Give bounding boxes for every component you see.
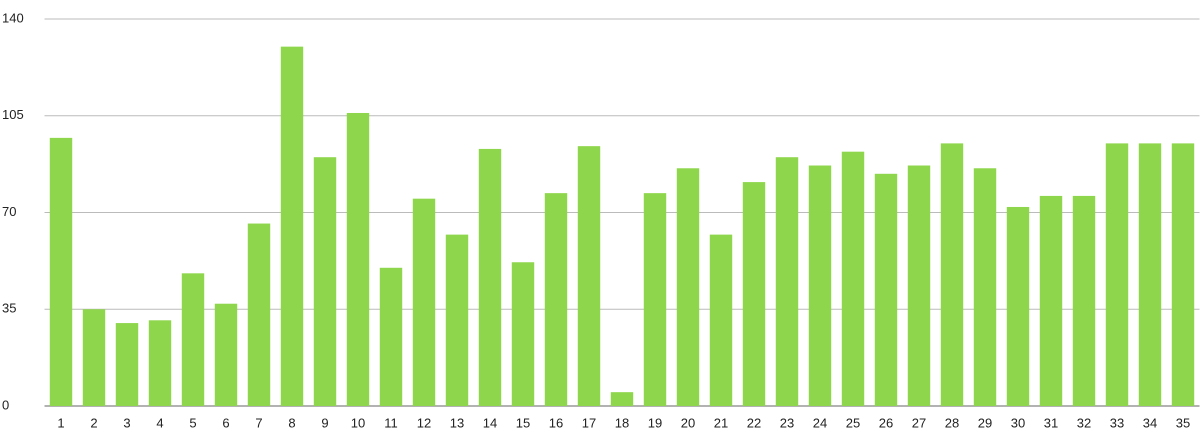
x-tick-label: 31 (1044, 415, 1058, 430)
x-tick-label: 15 (516, 415, 530, 430)
bar (676, 168, 700, 406)
x-tick-label: 30 (1011, 415, 1025, 430)
bar (643, 193, 667, 406)
y-tick-label: 70 (2, 204, 16, 219)
y-tick-label: 105 (2, 107, 24, 122)
x-tick-label: 21 (714, 415, 728, 430)
bar (478, 148, 502, 406)
x-tick-label: 29 (978, 415, 992, 430)
bar (841, 151, 865, 406)
x-tick-label: 35 (1176, 415, 1190, 430)
x-tick-label: 32 (1077, 415, 1091, 430)
bar (346, 112, 370, 406)
x-tick-label: 3 (123, 415, 130, 430)
bar (214, 303, 238, 406)
bar (181, 273, 205, 406)
bar (577, 146, 601, 406)
x-tick-label: 20 (681, 415, 695, 430)
y-tick-label: 35 (2, 301, 16, 316)
x-tick-label: 8 (288, 415, 295, 430)
x-tick-label: 12 (417, 415, 431, 430)
bar (1006, 206, 1030, 406)
bar (940, 143, 964, 406)
bar (775, 157, 799, 406)
x-tick-label: 18 (615, 415, 629, 430)
bar (1072, 195, 1096, 406)
x-tick-label: 5 (189, 415, 196, 430)
bar (610, 392, 634, 406)
bar (82, 309, 106, 406)
x-tick-label: 28 (945, 415, 959, 430)
x-tick-label: 22 (747, 415, 761, 430)
x-tick-label: 10 (351, 415, 365, 430)
bar (379, 267, 403, 406)
bar (313, 157, 337, 406)
x-tick-label: 19 (648, 415, 662, 430)
bar (874, 173, 898, 406)
bar (511, 262, 535, 406)
bar (1105, 143, 1129, 406)
bar (280, 46, 304, 407)
x-tick-label: 17 (582, 415, 596, 430)
x-tick-label: 23 (780, 415, 794, 430)
bar (445, 234, 469, 406)
x-tick-label: 1 (57, 415, 64, 430)
x-tick-label: 4 (156, 415, 163, 430)
bar (1171, 143, 1195, 406)
y-tick-label: 140 (2, 10, 24, 25)
bar (148, 320, 172, 406)
bar (247, 223, 271, 406)
bar (973, 168, 997, 406)
x-tick-label: 14 (483, 415, 497, 430)
x-tick-label: 7 (255, 415, 262, 430)
bar (412, 198, 436, 406)
bar (1138, 143, 1162, 406)
x-tick-label: 24 (813, 415, 827, 430)
bar (742, 182, 766, 406)
x-tick-label: 2 (90, 415, 97, 430)
bar (808, 165, 832, 406)
x-tick-label: 6 (222, 415, 229, 430)
bar (709, 234, 733, 406)
x-tick-label: 33 (1110, 415, 1124, 430)
x-tick-label: 26 (879, 415, 893, 430)
bar (1039, 195, 1063, 406)
x-tick-label: 16 (549, 415, 563, 430)
x-tick-label: 13 (450, 415, 464, 430)
bar (907, 165, 931, 406)
y-tick-label: 0 (2, 397, 9, 412)
bar (544, 193, 568, 406)
x-tick-label: 27 (912, 415, 926, 430)
x-tick-label: 25 (846, 415, 860, 430)
x-tick-label: 34 (1143, 415, 1157, 430)
bar (115, 323, 139, 406)
bar (49, 137, 73, 406)
x-tick-label: 11 (384, 415, 398, 430)
x-tick-label: 9 (321, 415, 328, 430)
